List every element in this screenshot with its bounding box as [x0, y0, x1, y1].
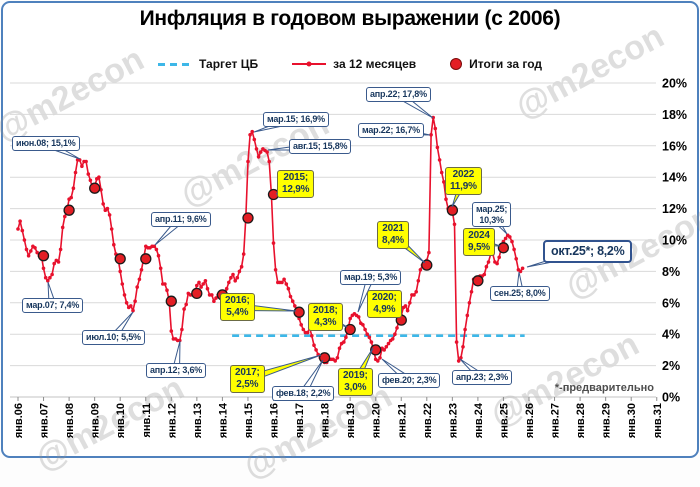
legend-yearend-label: Итоги за год — [469, 57, 542, 71]
legend-item-target: Таргет ЦБ — [158, 57, 258, 71]
legend-target-label: Таргет ЦБ — [199, 57, 259, 71]
annotation: июн.08; 15,1% — [12, 136, 80, 151]
annotation: фев.18; 2,2% — [272, 386, 335, 401]
legend-item-series: за 12 месяцев — [292, 57, 416, 71]
annotation-layer: июн.08; 15,1% мар.07; 7,4% июл.10; 5,5% апр… — [12, 87, 633, 401]
footnote: *-предварительно — [554, 382, 654, 394]
annotation: мар.07; 7,4% — [22, 298, 84, 313]
annotation: апр.11; 9,6% — [151, 212, 211, 227]
annotation: 2015; 12,9% — [277, 170, 315, 198]
annotation: сен.25; 8,0% — [490, 286, 550, 301]
annotation: 2019; 3,0% — [338, 368, 373, 396]
annotation: 2017; 2,5% — [230, 365, 265, 393]
annotation: апр.23; 2,3% — [452, 370, 513, 385]
annotation: мар.15; 16,9% — [263, 112, 329, 127]
yearend-dot-icon — [450, 58, 463, 70]
annotation: 2024 9,5% — [463, 228, 495, 256]
legend-series-label: за 12 месяцев — [333, 57, 417, 71]
annotation: окт.25*; 8,2% — [543, 240, 633, 263]
annotation: 2020; 4,9% — [367, 290, 402, 318]
legend: Таргет ЦБ за 12 месяцев Итоги за год — [0, 57, 700, 71]
annotation: мар.19; 5,3% — [340, 270, 402, 285]
target-dashed-line-icon — [158, 62, 192, 66]
annotation: фев.20; 2,3% — [378, 373, 441, 388]
annotation: мар.25; 10,3% — [472, 202, 512, 227]
annotation: апр.22; 17,8% — [366, 87, 431, 102]
annotation: 2018; 4,3% — [308, 303, 343, 331]
annotation: мар.22; 16,7% — [358, 123, 424, 138]
annotation: июл.10; 5,5% — [82, 330, 145, 345]
annotation: 2016; 5,4% — [220, 293, 255, 321]
annotation: апр.12; 3,6% — [146, 363, 207, 378]
series-line-icon — [292, 61, 327, 67]
chart-title: Инфляция в годовом выражении (с 2006) — [139, 7, 561, 30]
legend-item-yearend: Итоги за год — [450, 57, 542, 71]
annotation: 2021 8,4% — [377, 221, 409, 249]
annotation: авг.15; 15,8% — [289, 139, 352, 154]
annotation: 2022 11,9% — [445, 167, 482, 195]
